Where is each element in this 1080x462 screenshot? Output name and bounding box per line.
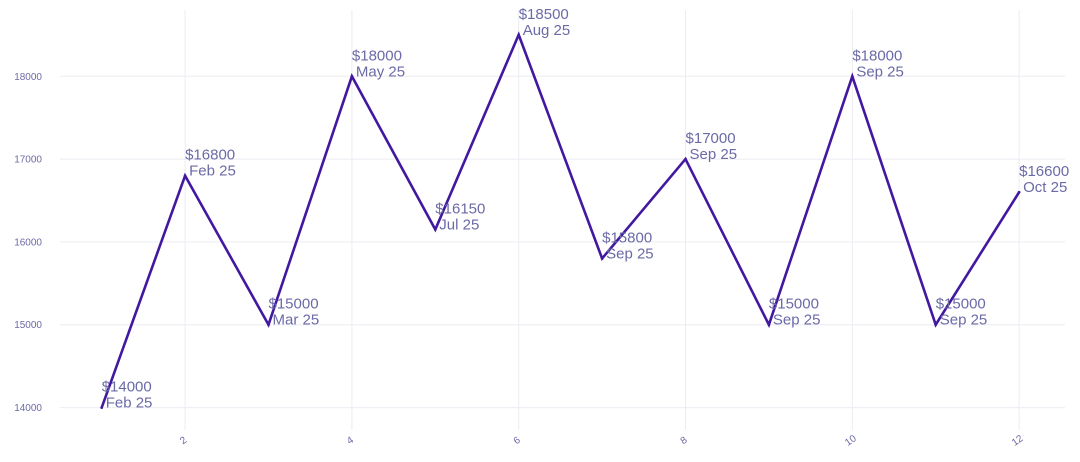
data-point — [1017, 190, 1021, 194]
date-label: Aug 25 — [523, 22, 571, 39]
value-label: $18500 — [519, 6, 569, 23]
value-label: $15800 — [602, 229, 652, 246]
data-point — [350, 74, 354, 78]
data-point — [934, 323, 938, 327]
value-label: $15000 — [936, 296, 986, 313]
data-point — [600, 257, 604, 260]
value-label: $14000 — [102, 379, 152, 396]
value-label: $16600 — [1019, 163, 1069, 180]
value-label: $16150 — [435, 200, 485, 217]
value-label: $15000 — [269, 296, 319, 313]
date-label: Mar 25 — [273, 312, 320, 329]
x-tick-label: 12 — [1010, 433, 1026, 449]
date-label: Sep 25 — [606, 245, 654, 262]
x-tick-label: 6 — [512, 435, 523, 447]
data-point — [267, 323, 270, 327]
date-label: Sep 25 — [773, 312, 821, 329]
y-tick-label: 16000 — [14, 237, 42, 248]
date-label: Sep 25 — [690, 146, 738, 163]
y-tick-label: 17000 — [14, 155, 42, 166]
value-label: $16800 — [185, 147, 235, 164]
date-label: Jul 25 — [439, 216, 479, 233]
date-label: Feb 25 — [106, 395, 153, 412]
data-point — [517, 33, 521, 37]
x-tick-label: 10 — [843, 433, 859, 449]
data-point — [684, 157, 687, 161]
series — [100, 31, 1021, 409]
date-label: Sep 25 — [856, 63, 904, 80]
data-point — [767, 323, 771, 327]
series-line — [100, 31, 1021, 409]
value-label: $17000 — [686, 130, 736, 147]
date-label: Feb 25 — [189, 163, 236, 180]
y-axis: 14000 15000 16000 17000 18000 — [14, 72, 42, 414]
x-tick-label: 2 — [178, 435, 189, 447]
data-point — [851, 74, 854, 78]
date-label: Oct 25 — [1023, 179, 1067, 196]
value-label: $18000 — [852, 47, 902, 64]
value-label: $18000 — [352, 47, 402, 64]
grid — [60, 10, 1065, 430]
y-tick-label: 18000 — [14, 72, 42, 83]
x-tick-label: 4 — [345, 435, 356, 447]
value-label: $15000 — [769, 296, 819, 313]
x-tick-label: 8 — [679, 435, 690, 447]
data-point — [183, 174, 187, 177]
y-tick-label: 15000 — [14, 320, 42, 331]
date-label: May 25 — [356, 63, 405, 80]
x-axis: 2 4 6 8 10 12 — [178, 433, 1026, 449]
date-label: Sep 25 — [940, 312, 988, 329]
data-point — [434, 228, 437, 231]
y-tick-label: 14000 — [14, 403, 42, 414]
data-point — [100, 406, 104, 409]
